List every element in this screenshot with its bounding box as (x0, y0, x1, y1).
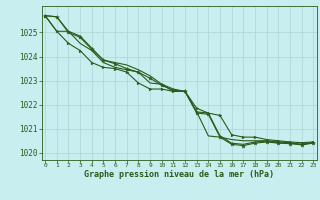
X-axis label: Graphe pression niveau de la mer (hPa): Graphe pression niveau de la mer (hPa) (84, 170, 274, 179)
